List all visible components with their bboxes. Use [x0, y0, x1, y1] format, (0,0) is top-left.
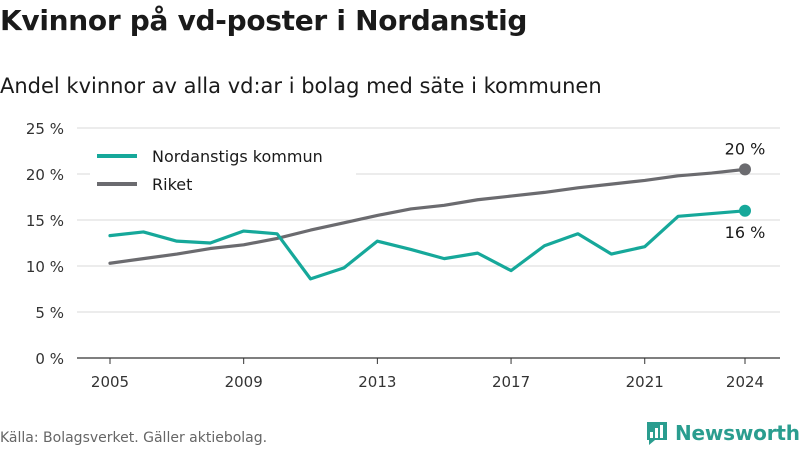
- brand-name: Newsworthy: [675, 421, 800, 445]
- series-end-label: 20 %: [725, 139, 766, 158]
- x-tick-label: 2017: [492, 373, 530, 391]
- y-tick-label: 0 %: [35, 350, 64, 368]
- legend-label: Riket: [152, 175, 192, 194]
- y-tick-label: 15 %: [26, 212, 64, 230]
- end-labels: 20 % 16 %: [725, 139, 766, 241]
- x-tick-label: 2009: [225, 373, 263, 391]
- legend-background: [90, 142, 356, 200]
- y-tick-label: 20 %: [26, 166, 64, 184]
- series-end-label: 16 %: [725, 223, 766, 242]
- legend: Nordanstigs kommun Riket: [90, 142, 356, 200]
- y-tick-label: 10 %: [26, 258, 64, 276]
- source-note: Källa: Bolagsverket. Gäller aktiebolag.: [0, 430, 268, 446]
- series-line: [108, 209, 747, 281]
- legend-label: Nordanstigs kommun: [152, 147, 323, 166]
- series-end-point: [739, 163, 751, 176]
- series-end-point: [739, 204, 751, 217]
- x-tick-label: 2021: [626, 373, 664, 391]
- series-layer: [108, 163, 751, 281]
- newsworthy-logo-icon: [647, 422, 667, 445]
- axis-layer: 0 % 5 % 10 % 15 % 20 % 25 % 2005 2009 2013 2017 20…: [26, 120, 764, 391]
- series-line: [108, 167, 747, 265]
- brand-logo: Newsworthy: [645, 419, 800, 447]
- page-subtitle: Andel kvinnor av alla vd:ar i bolag med …: [0, 74, 602, 98]
- page-title: Kvinnor på vd-poster i Nordanstig: [0, 4, 528, 37]
- y-tick-label: 25 %: [26, 120, 64, 138]
- x-tick-label: 2013: [358, 373, 396, 391]
- x-tick-label: 2005: [91, 373, 129, 391]
- x-tick-label: 2024: [726, 373, 764, 391]
- y-tick-label: 5 %: [35, 304, 64, 322]
